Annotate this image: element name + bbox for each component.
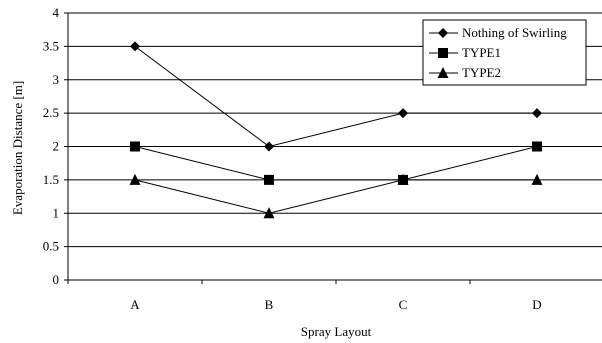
legend-marker [438,28,448,38]
y-tick-label: 0 [53,272,60,287]
series-2 [130,141,542,185]
legend-label: TYPE1 [462,45,501,60]
y-tick-label: 3.5 [43,38,59,53]
series-1 [130,41,542,152]
y-tick-label: 3 [53,72,60,87]
data-point [264,141,274,152]
y-tick-label: 4 [53,5,60,20]
y-tick-label: 0.5 [43,239,59,254]
series-lines [129,41,543,219]
series-line [134,146,538,181]
series-3 [129,173,543,219]
data-point [129,173,141,185]
legend-label: Nothing of Swirling [462,25,567,40]
series-line [134,45,537,148]
legend-item: Nothing of Swirling [429,25,567,40]
legend-item: TYPE2 [429,65,501,80]
x-tick-label: D [532,297,541,312]
y-tick-label: 1 [53,205,60,220]
y-tick-label: 2 [53,139,60,154]
data-point [531,173,543,185]
data-point [263,207,275,219]
data-point [532,108,542,119]
data-point [398,108,408,119]
legend-marker [437,67,449,78]
data-point [532,141,542,152]
axes: 0 0.5 1 1.5 2 2.5 3 3.5 4 A B C D [43,5,602,312]
data-point [397,173,409,185]
legend-marker [438,48,448,58]
legend-item: TYPE1 [429,45,501,60]
y-tick-label: 2.5 [43,105,59,120]
x-axis-title: Spray Layout [301,324,372,339]
legend-label: TYPE2 [462,65,501,80]
data-point [130,41,140,52]
x-tick-label: C [399,297,408,312]
y-tick-label: 1.5 [43,172,59,187]
x-tick-label: B [265,297,274,312]
data-point [130,141,140,152]
legend: Nothing of Swirling TYPE1 TYPE2 [422,19,587,86]
y-axis-title: Evaporation Distance [m] [10,81,25,215]
series-line [134,179,537,214]
data-point [264,174,274,185]
x-tick-label: A [130,297,140,312]
